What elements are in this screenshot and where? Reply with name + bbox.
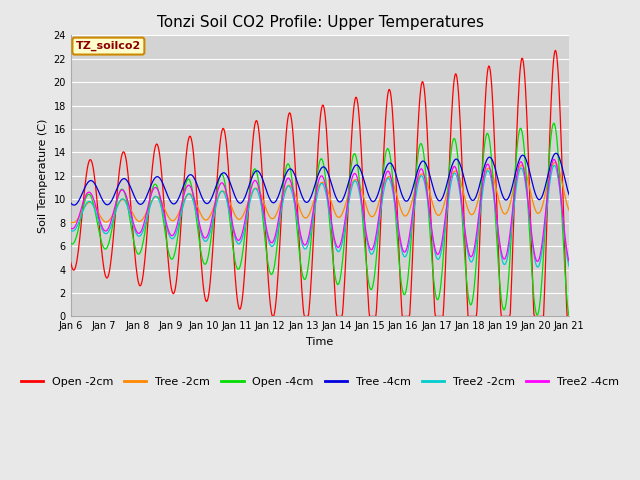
Text: TZ_soilco2: TZ_soilco2: [76, 41, 141, 51]
Title: Tonzi Soil CO2 Profile: Upper Temperatures: Tonzi Soil CO2 Profile: Upper Temperatur…: [157, 15, 483, 30]
Legend: Open -2cm, Tree -2cm, Open -4cm, Tree -4cm, Tree2 -2cm, Tree2 -4cm: Open -2cm, Tree -2cm, Open -4cm, Tree -4…: [16, 372, 624, 392]
Y-axis label: Soil Temperature (C): Soil Temperature (C): [38, 119, 48, 233]
X-axis label: Time: Time: [307, 337, 333, 347]
